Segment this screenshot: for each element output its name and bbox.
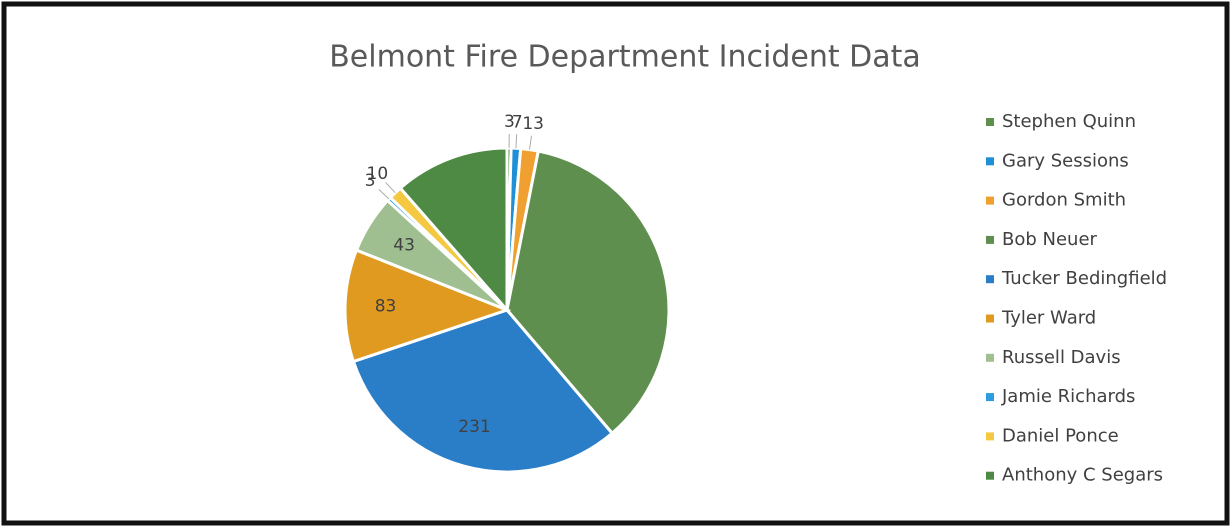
data-label: 231 [458,417,490,437]
data-label: 13 [522,114,544,134]
legend-label: Bob Neuer [1002,229,1098,250]
data-label: 83 [375,297,397,317]
legend-marker [986,118,994,126]
leader-line [378,189,390,200]
leader-line [515,134,518,149]
data-label: 3 [504,112,515,132]
data-label: 10 [367,164,389,184]
legend-label: Gary Sessions [1002,150,1129,171]
legend-marker [986,314,994,323]
pie-slice [343,248,512,364]
pie-slice [351,308,615,474]
legend-marker [986,275,994,284]
legend-label: Stephen Quinn [1002,111,1136,132]
legend-label: Daniel Ponce [1002,425,1119,446]
legend-marker [986,471,994,480]
data-label: 3 [365,171,376,191]
legend-marker [986,353,994,362]
legend-label: Jamie Richards [1001,386,1135,407]
leader-line [385,182,396,194]
legend-marker [986,393,994,402]
legend-label: Gordon Smith [1002,190,1126,211]
legend-marker [986,196,994,205]
leader-line [529,135,532,150]
data-label: 43 [393,235,415,255]
legend-label: Russell Davis [1002,347,1121,368]
legend-marker [986,157,994,166]
legend-marker [986,235,994,244]
legend-label: Tyler Ward [1001,308,1096,329]
legend-label: Anthony C Segars [1002,465,1163,486]
data-label: 7 [512,112,523,132]
legend-marker [986,432,994,441]
pie-slice [505,149,671,436]
chart-title: Belmont Fire Department Incident Data [329,40,921,75]
pie-slice [398,146,509,314]
legend-label: Tucker Bedingfield [1001,268,1167,289]
